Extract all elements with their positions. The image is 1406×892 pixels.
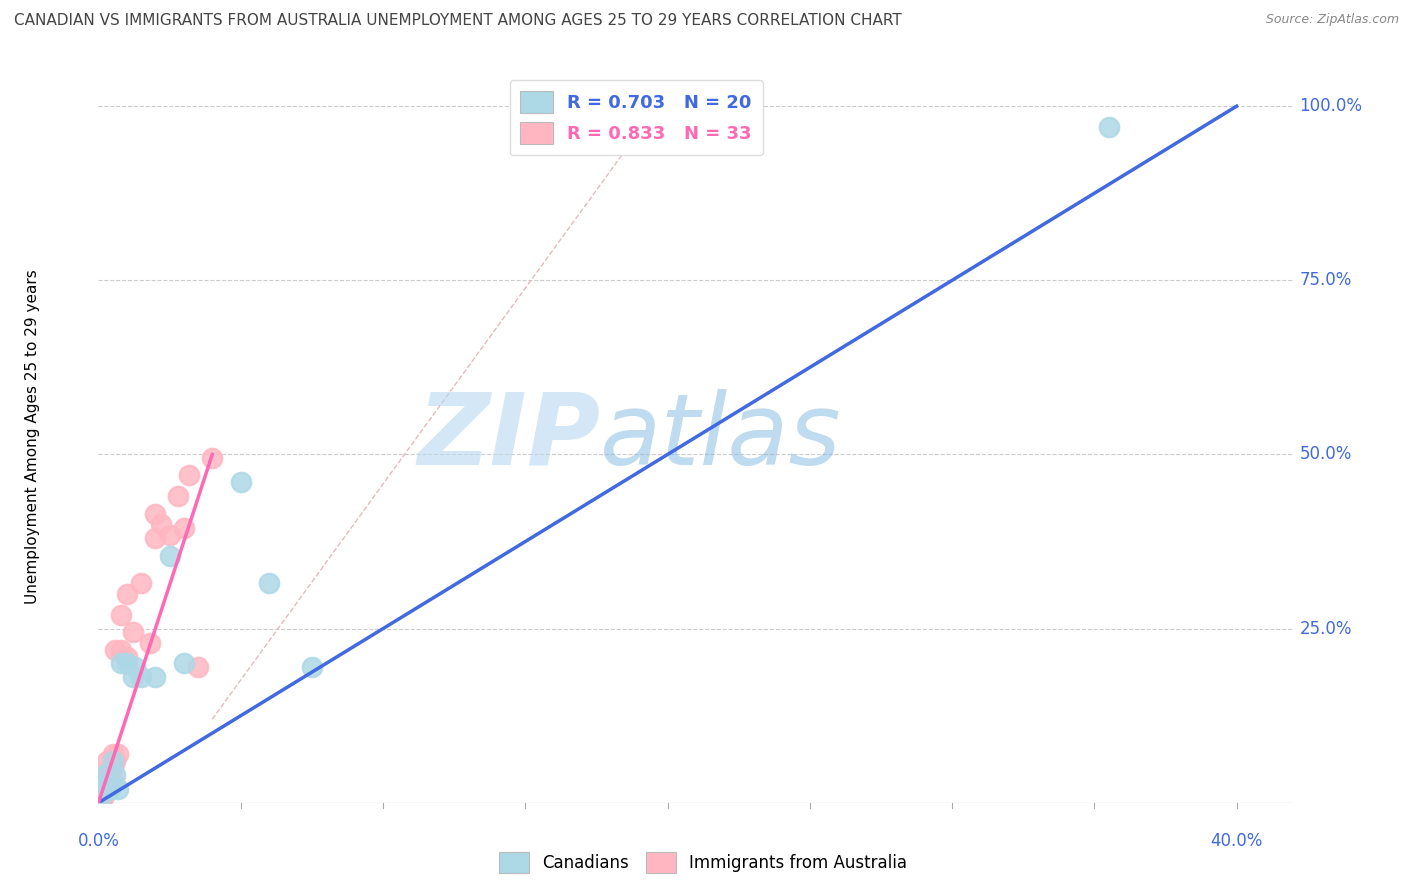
Point [96,775,118,789]
Point [98,775,121,789]
Point [229,475,252,490]
Point [173,657,195,671]
Point [90,785,112,799]
Point [143,670,166,684]
Text: Unemployment Among Ages 25 to 29 years: Unemployment Among Ages 25 to 29 years [25,269,41,605]
Point [93,789,115,803]
Point [101,747,124,761]
Point [90,789,112,803]
Point [93,775,115,789]
Point [93,781,115,796]
Point [129,576,152,591]
Point [257,576,280,591]
Point [159,527,181,541]
Point [110,657,132,671]
Point [90,789,112,803]
Point [104,642,127,657]
Point [167,489,190,503]
Point [121,670,143,684]
Point [93,781,115,796]
Point [110,642,132,657]
Text: 0.0%: 0.0% [77,832,120,850]
Point [1097,120,1119,134]
Point [143,531,166,545]
Point [90,792,112,806]
Legend: R = 0.703   N = 20, R = 0.833   N = 33: R = 0.703 N = 20, R = 0.833 N = 33 [509,80,763,155]
Text: 100.0%: 100.0% [1299,97,1362,115]
Point [173,521,195,535]
Point [98,781,121,796]
Point [107,747,129,761]
Point [159,549,181,563]
Point [187,660,209,674]
Text: 75.0%: 75.0% [1299,271,1353,289]
Point [93,768,115,782]
Point [115,657,138,671]
Text: atlas: atlas [600,389,842,485]
Point [179,468,201,483]
Point [121,625,143,640]
Point [104,754,127,768]
Point [107,781,129,796]
Point [96,781,118,796]
Text: 25.0%: 25.0% [1299,620,1353,638]
Point [124,660,146,674]
Point [101,761,124,775]
Point [143,507,166,521]
Point [138,635,160,649]
Text: CANADIAN VS IMMIGRANTS FROM AUSTRALIA UNEMPLOYMENT AMONG AGES 25 TO 29 YEARS COR: CANADIAN VS IMMIGRANTS FROM AUSTRALIA UN… [14,13,901,29]
Point [301,660,323,674]
Text: 50.0%: 50.0% [1299,445,1353,464]
Point [101,754,124,768]
Point [115,649,138,664]
Point [150,517,173,532]
Legend: Canadians, Immigrants from Australia: Canadians, Immigrants from Australia [492,846,914,880]
Point [201,450,224,465]
Point [96,768,118,782]
Text: 40.0%: 40.0% [1211,832,1263,850]
Point [96,754,118,768]
Point [110,607,132,622]
Text: Source: ZipAtlas.com: Source: ZipAtlas.com [1265,13,1399,27]
Point [115,587,138,601]
Point [104,768,127,782]
Text: ZIP: ZIP [418,389,600,485]
Point [98,761,121,775]
Point [129,670,152,684]
Point [101,775,124,789]
